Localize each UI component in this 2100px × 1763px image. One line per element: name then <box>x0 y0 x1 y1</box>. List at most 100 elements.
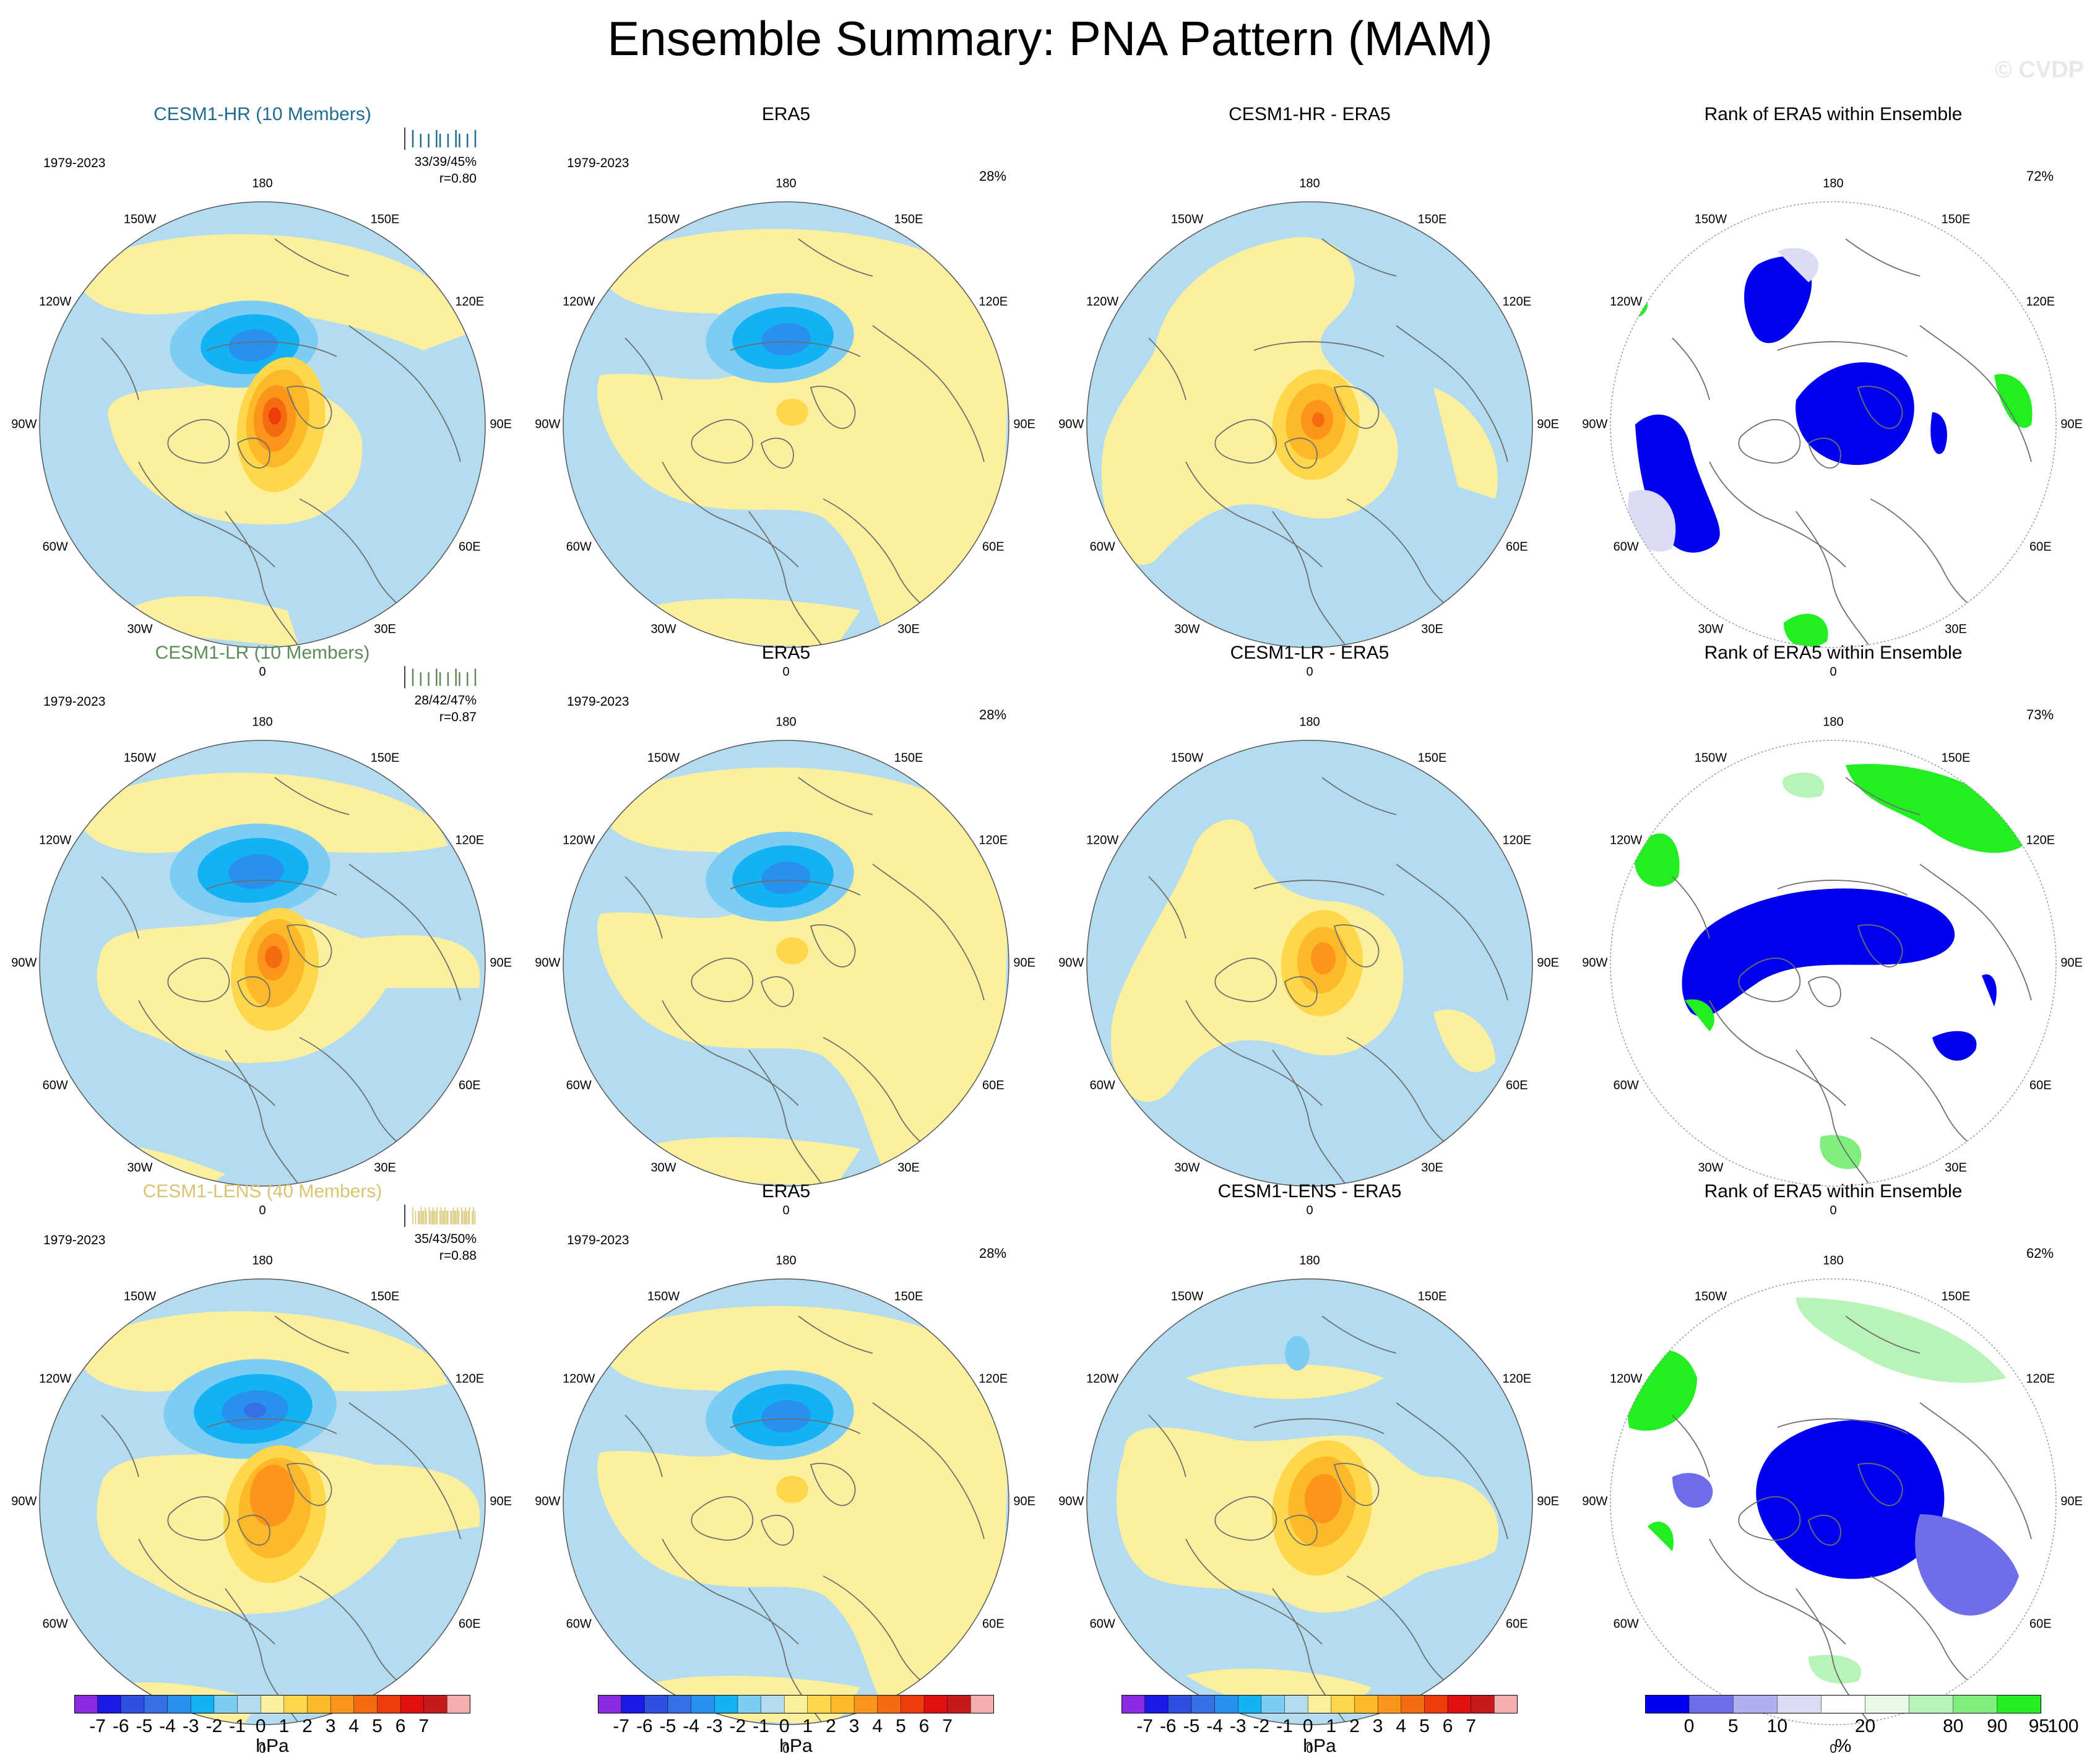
colorbar-tick-label: -3 <box>706 1716 723 1736</box>
period-label: 1979-2023 <box>43 1233 106 1247</box>
colorbar-swatch <box>1377 1694 1402 1714</box>
longitude-label: 90E <box>490 417 512 431</box>
colorbar-swatch <box>1471 1694 1495 1714</box>
longitude-label: 150W <box>647 212 680 227</box>
polar-map <box>1610 201 2057 648</box>
map-panel-6: ERA5 1979-2023 28% 180 150E 120E 90E 60E 30E 0 30W… <box>524 608 1048 1217</box>
colorbar-tick-label: 6 <box>918 1716 930 1736</box>
longitude-label: 90W <box>11 956 37 970</box>
longitude-label: 180 <box>1299 715 1320 729</box>
panel-title: ERA5 <box>761 643 811 663</box>
colorbar-tick-label: -3 <box>182 1716 199 1736</box>
colorbar-swatch <box>1447 1694 1472 1714</box>
colorbar-swatch <box>1821 1694 1866 1714</box>
period-label: 1979-2023 <box>43 156 106 170</box>
longitude-label: 90E <box>490 956 512 970</box>
longitude-label: 30E <box>1421 622 1443 636</box>
longitude-label: 0 <box>782 1742 790 1756</box>
colorbar-tick-label: 100 <box>2047 1716 2079 1736</box>
period-label: 1979-2023 <box>567 1233 629 1247</box>
longitude-label: 90W <box>1058 1494 1084 1509</box>
map-panel-8: Rank of ERA5 within Ensemble 73% 180 150E 12… <box>1571 608 2096 1217</box>
colorbar-tick-label: 3 <box>325 1716 336 1736</box>
colorbar-tick-label: 0 <box>255 1716 266 1736</box>
colorbar-swatch <box>1144 1694 1169 1714</box>
panel-title: ERA5 <box>761 1181 811 1202</box>
longitude-label: 120W <box>1086 295 1119 309</box>
longitude-label: 120E <box>979 1372 1008 1386</box>
longitude-label: 30W <box>1174 1161 1200 1175</box>
longitude-label: 60E <box>459 1617 481 1631</box>
longitude-label: 150E <box>1941 212 1971 227</box>
colorbar-swatch <box>144 1694 168 1714</box>
longitude-label: 90E <box>1013 956 1035 970</box>
longitude-label: 60E <box>1506 540 1528 554</box>
longitude-label: 150E <box>370 1289 400 1304</box>
map-edge <box>563 740 1009 1187</box>
colorbar-tick-label: -1 <box>1276 1716 1293 1736</box>
map-edge <box>1610 1278 2057 1725</box>
colorbar-tick-label: -4 <box>159 1716 176 1736</box>
longitude-label: 30W <box>650 622 676 636</box>
map-panel-4: Rank of ERA5 within Ensemble 72% 180 150E 12… <box>1571 69 2096 678</box>
longitude-label: 60W <box>1613 1078 1639 1093</box>
longitude-label: 30E <box>1945 622 1967 636</box>
longitude-label: 90W <box>1582 956 1608 970</box>
map-panel-5: CESM1-LR (10 Members) 1979-2023 28/42/47% r… <box>0 608 525 1217</box>
longitude-label: 90W <box>11 417 37 431</box>
map-edge <box>1086 740 1533 1187</box>
colorbar-swatch <box>121 1694 145 1714</box>
colorbar-swatch <box>97 1694 122 1714</box>
longitude-label: 120E <box>455 833 485 847</box>
map-panel-7: CESM1-LR - ERA5 180 150E 120E 90E 60E 30E 0 30W 6… <box>1047 608 1572 1217</box>
longitude-label: 90E <box>2060 956 2083 970</box>
longitude-label: 180 <box>252 715 273 729</box>
map-panel-2: ERA5 1979-2023 28% 180 150E 120E 90E 60E 30E 0 30W… <box>524 69 1048 678</box>
colorbar-swatch <box>423 1694 448 1714</box>
map-edge <box>563 201 1009 648</box>
colorbar-swatch <box>1354 1694 1378 1714</box>
polar-map <box>39 201 486 648</box>
colorbar-tick-label: -7 <box>613 1716 629 1736</box>
map-edge <box>1610 201 2057 648</box>
colorbar-swatch <box>307 1694 331 1714</box>
colorbar-swatch <box>737 1694 762 1714</box>
colorbar-tick-label: 4 <box>872 1716 883 1736</box>
stats-percent-range: 35/43/50% <box>414 1232 477 1246</box>
map-edge <box>1086 201 1533 648</box>
panel-title: Rank of ERA5 within Ensemble <box>1704 1181 1963 1202</box>
longitude-label: 150E <box>1417 212 1447 227</box>
longitude-label: 30E <box>1945 1161 1967 1175</box>
longitude-label: 120E <box>455 1372 485 1386</box>
colorbar-unit: hPa <box>256 1736 289 1756</box>
colorbar-tick-label: -7 <box>1136 1716 1153 1736</box>
ensemble-stats: 33/39/45% r=0.80 <box>353 154 477 187</box>
longitude-label: 30W <box>127 1161 153 1175</box>
colorbar-tick-label: 95 <box>2028 1716 2050 1736</box>
longitude-label: 180 <box>776 1254 797 1268</box>
longitude-label: 120W <box>1086 833 1119 847</box>
panel-title: CESM1-LENS (40 Members) <box>142 1181 382 1202</box>
panel-title: CESM1-LENS - ERA5 <box>1217 1181 1402 1202</box>
longitude-label: 90E <box>1013 1494 1035 1509</box>
map-panel-3: CESM1-HR - ERA5 180 150E 120E 90E 60E 30E 0 30W 6… <box>1047 69 1572 678</box>
longitude-label: 150W <box>647 751 680 765</box>
colorbar-tick-label: -2 <box>205 1716 223 1736</box>
variance-percent: 73% <box>2026 707 2054 722</box>
copyright-watermark: © CVDP <box>1994 57 2084 83</box>
colorbar-swatch <box>1168 1694 1192 1714</box>
longitude-label: 60E <box>459 540 481 554</box>
colorbar-tick-label: -6 <box>636 1716 653 1736</box>
colorbar-tick-label: -6 <box>112 1716 129 1736</box>
colorbar-swatch <box>1424 1694 1448 1714</box>
colorbar-unit: % <box>1834 1736 1852 1756</box>
longitude-label: 180 <box>1823 715 1844 729</box>
polar-map <box>563 740 1009 1187</box>
colorbar-swatch <box>1732 1694 1778 1714</box>
longitude-label: 60W <box>42 540 68 554</box>
colorbar-tick-label: 0 <box>1683 1716 1695 1736</box>
colorbar-swatch <box>597 1694 622 1714</box>
longitude-label: 120W <box>1086 1372 1119 1386</box>
longitude-label: 120E <box>2026 833 2055 847</box>
longitude-label: 30E <box>1421 1161 1443 1175</box>
